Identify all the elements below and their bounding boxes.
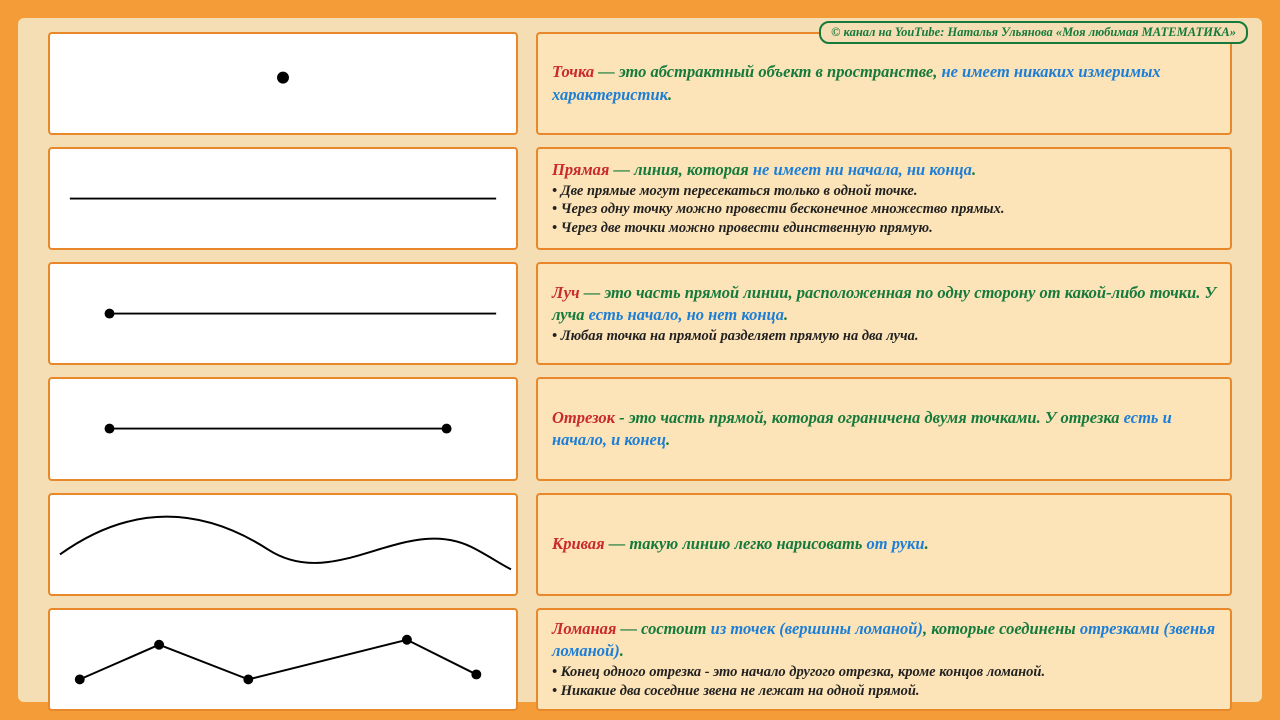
row-ray: Луч — это часть прямой линии, расположен…: [48, 262, 1232, 365]
row-polyline: Ломаная — состоит из точек (вершины лома…: [48, 608, 1232, 711]
definition-line: Прямая — линия, которая не имеет ни нача…: [552, 159, 1216, 181]
rows-container: Точка — это абстрактный объект в простра…: [48, 32, 1232, 688]
desc-ray: Луч — это часть прямой линии, расположен…: [536, 262, 1232, 365]
definition-point: Точка — это абстрактный объект в простра…: [552, 61, 1216, 106]
row-point: Точка — это абстрактный объект в простра…: [48, 32, 1232, 135]
diagram-line: [48, 147, 518, 250]
bullet-line-2: • Через две точки можно провести единств…: [552, 219, 1216, 238]
definition-ray: Луч — это часть прямой линии, расположен…: [552, 282, 1216, 327]
definition-segment: Отрезок - это часть прямой, которая огра…: [552, 407, 1216, 452]
diagram-segment: [48, 377, 518, 480]
attribution-badge: © канал на YouTube: Наталья Ульянова «Мо…: [819, 21, 1248, 44]
diagram-ray: [48, 262, 518, 365]
row-line: Прямая — линия, которая не имеет ни нача…: [48, 147, 1232, 250]
diagram-point: [48, 32, 518, 135]
paper-background: © канал на YouTube: Наталья Ульянова «Мо…: [18, 18, 1262, 702]
definition-curve: Кривая — такую линию легко нарисовать от…: [552, 533, 1216, 555]
bullet-polyline-0: • Конец одного отрезка - это начало друг…: [552, 663, 1216, 682]
desc-point: Точка — это абстрактный объект в простра…: [536, 32, 1232, 135]
definition-polyline: Ломаная — состоит из точек (вершины лома…: [552, 618, 1216, 663]
desc-polyline: Ломаная — состоит из точек (вершины лома…: [536, 608, 1232, 711]
desc-curve: Кривая — такую линию легко нарисовать от…: [536, 493, 1232, 596]
diagram-curve: [48, 493, 518, 596]
bullet-line-1: • Через одну точку можно провести бескон…: [552, 200, 1216, 219]
bullet-polyline-1: • Никакие два соседние звена не лежат на…: [552, 682, 1216, 701]
desc-line: Прямая — линия, которая не имеет ни нача…: [536, 147, 1232, 250]
bullet-line-0: • Две прямые могут пересекаться только в…: [552, 182, 1216, 201]
desc-segment: Отрезок - это часть прямой, которая огра…: [536, 377, 1232, 480]
bullet-ray-0: • Любая точка на прямой разделяет прямую…: [552, 327, 1216, 346]
row-curve: Кривая — такую линию легко нарисовать от…: [48, 493, 1232, 596]
diagram-polyline: [48, 608, 518, 711]
row-segment: Отрезок - это часть прямой, которая огра…: [48, 377, 1232, 480]
